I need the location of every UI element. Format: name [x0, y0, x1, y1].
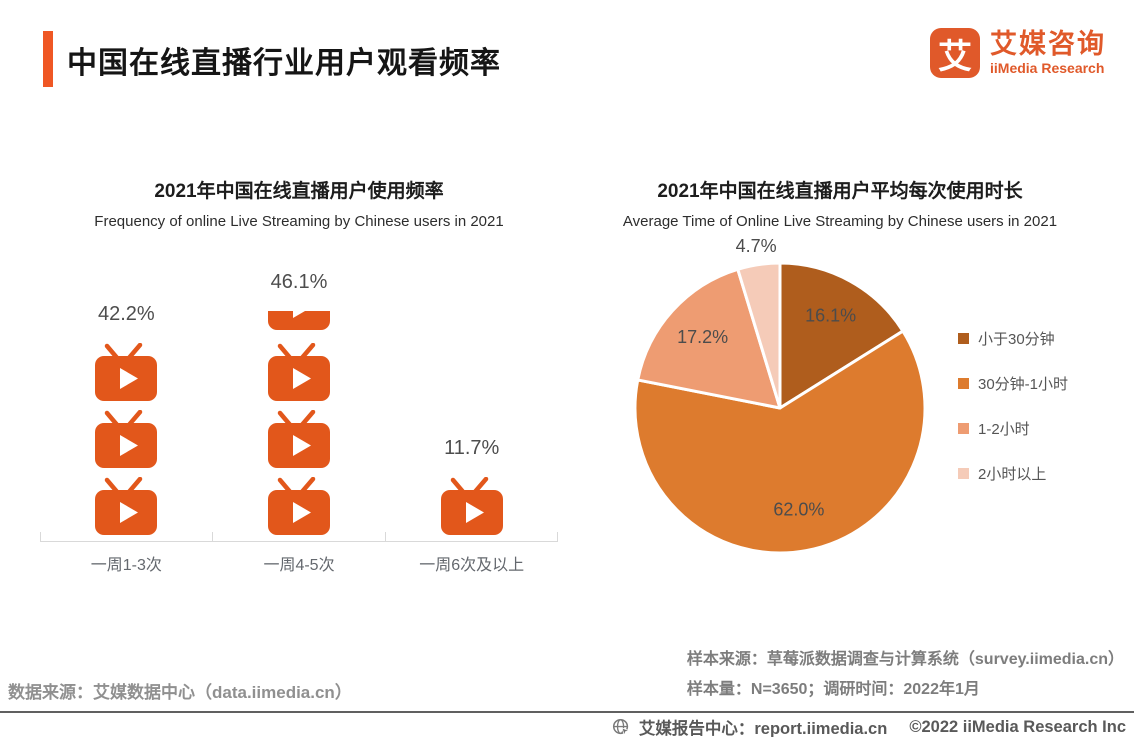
logo-icon: 艾 — [930, 28, 980, 78]
pictograph-column: 11.7% — [385, 270, 558, 537]
footer-copyright: ©2022 iiMedia Research Inc — [909, 717, 1126, 736]
value-label: 46.1% — [270, 271, 328, 293]
legend-item: 30分钟-1小时 — [958, 373, 1068, 394]
legend-swatch — [958, 468, 969, 479]
frequency-chart-panel: 2021年中国在线直播用户使用频率 Frequency of online Li… — [40, 170, 558, 600]
pie-slice — [736, 261, 782, 410]
tv-play-icon — [94, 477, 158, 537]
axis-tick — [40, 532, 41, 542]
pictograph-column: 42.2% — [40, 270, 213, 537]
duration-chart-panel: 2021年中国在线直播用户平均每次使用时长 Average Time of On… — [562, 170, 1118, 600]
pie-slice-label: 16.1% — [805, 305, 856, 325]
tv-play-icon — [94, 410, 158, 470]
brand-logo: 艾 艾媒咨询 iiMedia Research — [930, 28, 1106, 78]
logo-name-en: iiMedia Research — [990, 60, 1105, 76]
legend-swatch — [958, 378, 969, 389]
sample-source-line: 样本来源：草莓派数据调查与计算系统（survey.iimedia.cn） — [686, 651, 1124, 668]
value-label: 42.2% — [97, 303, 155, 325]
legend-item: 2小时以上 — [958, 463, 1068, 484]
data-source-note: 数据来源：艾媒数据中心（data.iimedia.cn） — [8, 683, 352, 702]
footer: 艾媒报告中心：report.iimedia.cn ©2022 iiMedia R… — [612, 715, 1126, 737]
legend-swatch — [958, 423, 969, 434]
sample-info-line: 样本量：N=3650；调研时间：2022年1月 — [686, 681, 980, 698]
legend-label: 2小时以上 — [978, 466, 1047, 483]
tv-play-icon — [267, 311, 331, 330]
axis-tick — [212, 532, 213, 542]
legend-swatch — [958, 333, 969, 344]
tv-play-icon — [267, 343, 331, 403]
pie-slice-label: 62.0% — [773, 499, 824, 519]
pie-slice — [636, 267, 782, 410]
x-axis — [40, 532, 558, 542]
axis-tick — [385, 532, 386, 542]
legend-item: 1-2小时 — [958, 418, 1068, 439]
frequency-chart-title: 2021年中国在线直播用户使用频率 — [154, 181, 444, 202]
footer-site: 艾媒报告中心：report.iimedia.cn — [638, 720, 888, 737]
logo-name-zh: 艾媒咨询 — [990, 29, 1106, 59]
category-label: 一周6次及以上 — [419, 557, 525, 574]
legend-item: 小于30分钟 — [958, 328, 1068, 349]
globe-cursor-icon — [612, 718, 631, 737]
footer-divider — [0, 711, 1134, 713]
tv-play-icon — [440, 477, 504, 537]
sample-source-note: 样本来源：草莓派数据调查与计算系统（survey.iimedia.cn） 样本量… — [687, 645, 1124, 705]
pie-legend: 小于30分钟 30分钟-1小时 1-2小时 2小时以上 — [958, 328, 1068, 508]
duration-chart-subtitle: Average Time of Online Live Streaming by… — [622, 213, 1058, 230]
duration-chart-title: 2021年中国在线直播用户平均每次使用时长 — [657, 181, 1023, 202]
legend-label: 30分钟-1小时 — [978, 376, 1069, 393]
category-label: 一周1-3次 — [90, 557, 162, 574]
tv-play-icon — [267, 410, 331, 470]
frequency-chart-subtitle: Frequency of online Live Streaming by Ch… — [94, 213, 504, 230]
category-labels: 一周1-3次 一周4-5次 一周6次及以上 — [40, 551, 558, 575]
legend-label: 小于30分钟 — [978, 331, 1055, 348]
logo-text: 艾媒咨询 iiMedia Research — [990, 28, 1106, 76]
legend-label: 1-2小时 — [978, 421, 1030, 438]
pie-slice — [778, 261, 905, 410]
category-label: 一周4-5次 — [263, 557, 335, 574]
pie-slice — [633, 329, 927, 555]
pie-slice-label: 4.7% — [736, 238, 777, 256]
pie-slice-label: 17.2% — [677, 327, 728, 347]
tv-play-icon — [94, 343, 158, 403]
tv-play-icon — [267, 477, 331, 537]
pictograph: 42.2% 46.1% 11.7% — [40, 270, 558, 537]
pictograph-column: 46.1% — [213, 270, 386, 537]
title-accent-bar — [43, 31, 53, 87]
logo-glyph: 艾 — [938, 37, 972, 76]
tv-partial-icon — [267, 311, 331, 330]
pie-chart: 16.1% 62.0% 17.2% 4.7% — [633, 238, 927, 555]
page-title: 中国在线直播行业用户观看频率 — [67, 47, 501, 80]
axis-tick — [557, 532, 558, 542]
value-label: 11.7% — [444, 437, 500, 459]
